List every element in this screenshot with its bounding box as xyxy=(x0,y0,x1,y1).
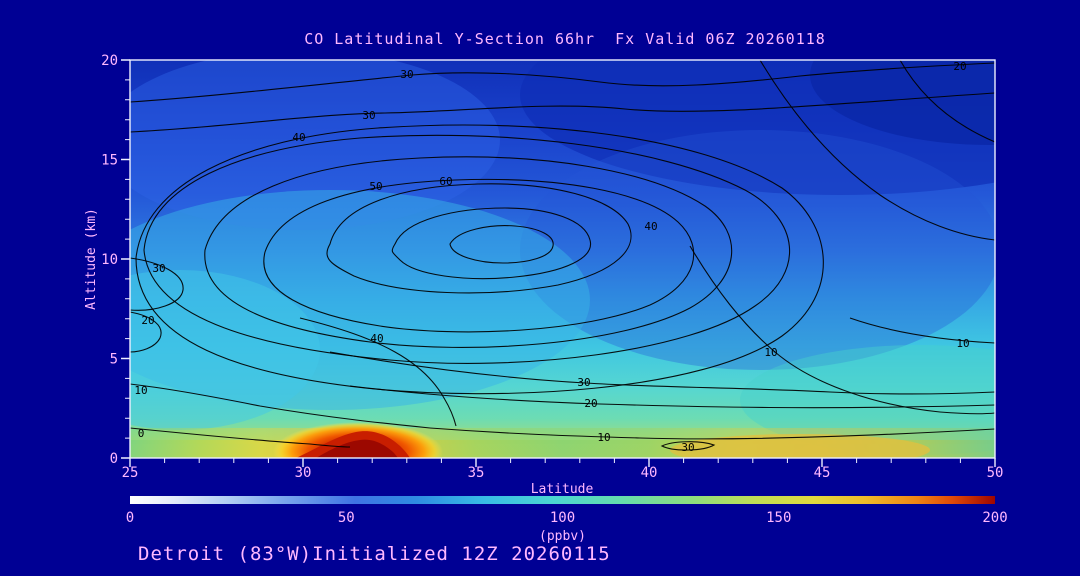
contour-line xyxy=(449,225,554,264)
x-tick-label: 35 xyxy=(468,465,485,481)
chart-title: CO Latitudinal Y-Section 66hr Fx Valid 0… xyxy=(304,30,826,48)
footer-annotation: Detroit (83°W)Initialized 12Z 20260115 xyxy=(138,543,611,565)
contour-line xyxy=(135,124,824,395)
x-axis-minor-ticks xyxy=(164,458,961,463)
contour-line xyxy=(299,317,457,427)
contour-label: 30 xyxy=(362,109,375,122)
x-tick-label: 30 xyxy=(295,465,312,481)
y-tick-label: 0 xyxy=(110,451,118,467)
contour-label: 30 xyxy=(152,262,165,275)
contour-line xyxy=(130,62,995,103)
x-tick-label: 25 xyxy=(122,465,139,481)
colorbar-tick-label: 150 xyxy=(766,510,791,526)
contour-line xyxy=(899,60,995,143)
contour-label: 30 xyxy=(577,376,590,389)
contour-label: 40 xyxy=(644,220,657,233)
colorbar-gradient xyxy=(130,496,995,504)
fill-mid-right-blue xyxy=(520,130,995,370)
y-tick-label: 5 xyxy=(110,352,118,368)
contour-label: 0 xyxy=(138,427,145,440)
colorbar-tick-label: 100 xyxy=(550,510,575,526)
contour-line xyxy=(130,257,184,311)
colorbar-tick-label: 50 xyxy=(338,510,355,526)
x-tick-label: 45 xyxy=(814,465,831,481)
contour-line xyxy=(349,385,995,409)
contour-label: 30 xyxy=(400,68,413,81)
contour-line xyxy=(429,427,995,440)
colorbar-units-label: (ppbv) xyxy=(539,529,586,544)
contour-line xyxy=(204,156,733,348)
x-axis-label: Latitude xyxy=(531,482,594,497)
x-axis-tick-labels: 25 30 35 40 45 50 xyxy=(122,465,1004,481)
fill-cyan-lower-left xyxy=(130,270,320,430)
contour-line xyxy=(391,207,592,280)
contour-line xyxy=(759,60,995,241)
contour-label: 10 xyxy=(597,431,610,444)
x-tick-label: 50 xyxy=(987,465,1004,481)
contour-line xyxy=(130,92,995,133)
colorbar-tick-label: 200 xyxy=(982,510,1007,526)
contour-line xyxy=(689,245,995,415)
fill-upper-left-blue xyxy=(130,60,500,230)
contour-label: 10 xyxy=(764,346,777,359)
y-tick-label: 15 xyxy=(101,153,118,169)
y-axis-minor-ticks xyxy=(125,79,130,439)
colorbar: 0 50 100 150 200 (ppbv) xyxy=(126,496,1008,544)
x-axis-major-ticks xyxy=(129,458,996,467)
contour-label: 20 xyxy=(584,397,597,410)
contour-line xyxy=(263,178,695,333)
y-axis-major-ticks xyxy=(121,59,130,459)
y-axis-tick-labels: 0 5 10 15 20 xyxy=(101,53,118,467)
y-tick-label: 10 xyxy=(101,252,118,268)
fill-yellow-right xyxy=(670,434,930,458)
y-tick-label: 20 xyxy=(101,53,118,69)
x-tick-label: 40 xyxy=(641,465,658,481)
fill-dark-blue-corner xyxy=(810,60,995,145)
contour-label: 10 xyxy=(134,384,147,397)
contour-line xyxy=(130,427,351,448)
contour-label: 50 xyxy=(369,180,382,193)
contour-labels: 30 20 30 40 50 60 40 30 20 10 0 40 30 20… xyxy=(134,60,969,454)
contour-label: 60 xyxy=(439,175,452,188)
y-axis-label: Altitude (km) xyxy=(84,208,99,310)
contour-label: 20 xyxy=(953,60,966,73)
contour-label: 40 xyxy=(370,332,383,345)
contour-line xyxy=(130,311,162,353)
colorbar-tick-label: 0 xyxy=(126,510,134,526)
fill-red-core xyxy=(316,439,398,458)
contour-line xyxy=(660,441,716,451)
contour-line xyxy=(329,351,995,395)
contour-line xyxy=(326,183,632,294)
contour-line xyxy=(130,383,431,429)
contour-label: 30 xyxy=(681,441,694,454)
co-fill-field: 30 20 30 40 50 60 40 30 20 10 0 40 30 20… xyxy=(130,60,995,458)
contour-label: 40 xyxy=(292,131,305,144)
contour-lines xyxy=(130,60,995,451)
contour-label: 10 xyxy=(956,337,969,350)
contour-line xyxy=(849,317,995,344)
contour-label: 20 xyxy=(141,314,154,327)
